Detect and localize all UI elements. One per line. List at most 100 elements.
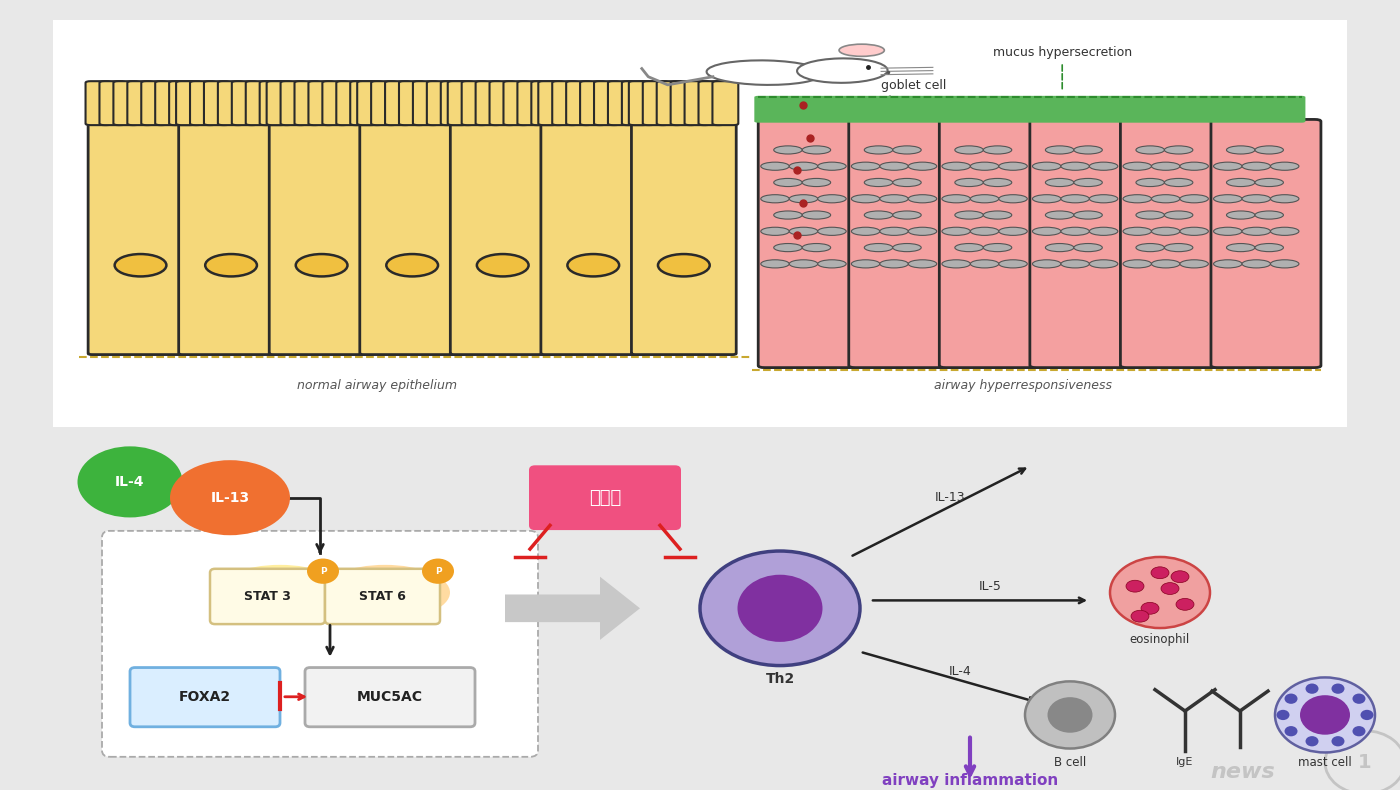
- FancyBboxPatch shape: [539, 81, 564, 125]
- Ellipse shape: [1180, 260, 1208, 268]
- Ellipse shape: [1165, 179, 1193, 186]
- Ellipse shape: [774, 146, 802, 154]
- FancyBboxPatch shape: [325, 569, 440, 624]
- Polygon shape: [505, 577, 640, 640]
- FancyBboxPatch shape: [848, 119, 959, 367]
- Text: P: P: [319, 566, 326, 576]
- Ellipse shape: [983, 243, 1012, 252]
- FancyBboxPatch shape: [657, 81, 683, 125]
- FancyBboxPatch shape: [322, 81, 349, 125]
- Text: airway hyperresponsiveness: airway hyperresponsiveness: [934, 379, 1113, 393]
- Ellipse shape: [970, 228, 998, 235]
- FancyBboxPatch shape: [141, 81, 167, 125]
- FancyBboxPatch shape: [99, 81, 126, 125]
- FancyBboxPatch shape: [371, 81, 398, 125]
- Circle shape: [1277, 709, 1289, 720]
- Ellipse shape: [206, 254, 258, 276]
- FancyBboxPatch shape: [685, 81, 710, 125]
- Ellipse shape: [1254, 146, 1284, 154]
- FancyBboxPatch shape: [413, 81, 438, 125]
- Ellipse shape: [970, 260, 998, 268]
- Ellipse shape: [1214, 228, 1242, 235]
- FancyBboxPatch shape: [169, 81, 195, 125]
- FancyBboxPatch shape: [113, 81, 139, 125]
- FancyBboxPatch shape: [218, 81, 244, 125]
- Ellipse shape: [839, 44, 885, 56]
- Ellipse shape: [1270, 228, 1299, 235]
- Ellipse shape: [1254, 179, 1284, 186]
- Ellipse shape: [1151, 162, 1180, 171]
- Ellipse shape: [1025, 681, 1114, 749]
- Ellipse shape: [1089, 162, 1117, 171]
- Ellipse shape: [942, 194, 970, 203]
- FancyBboxPatch shape: [85, 81, 112, 125]
- Ellipse shape: [1226, 211, 1254, 219]
- Ellipse shape: [1254, 243, 1284, 252]
- FancyBboxPatch shape: [1030, 119, 1140, 367]
- Ellipse shape: [1123, 228, 1151, 235]
- Ellipse shape: [386, 254, 438, 276]
- FancyBboxPatch shape: [629, 81, 655, 125]
- FancyBboxPatch shape: [204, 81, 230, 125]
- FancyBboxPatch shape: [232, 81, 258, 125]
- Ellipse shape: [700, 551, 860, 665]
- Circle shape: [1331, 736, 1344, 747]
- Ellipse shape: [955, 146, 983, 154]
- FancyBboxPatch shape: [210, 569, 325, 624]
- Ellipse shape: [790, 162, 818, 171]
- Ellipse shape: [909, 194, 937, 203]
- FancyBboxPatch shape: [608, 81, 634, 125]
- FancyBboxPatch shape: [713, 81, 738, 125]
- Ellipse shape: [1270, 194, 1299, 203]
- Ellipse shape: [1270, 162, 1299, 171]
- FancyBboxPatch shape: [280, 81, 307, 125]
- Ellipse shape: [1061, 260, 1089, 268]
- FancyBboxPatch shape: [566, 81, 592, 125]
- Ellipse shape: [818, 194, 846, 203]
- FancyBboxPatch shape: [127, 81, 153, 125]
- Ellipse shape: [909, 228, 937, 235]
- FancyBboxPatch shape: [336, 81, 363, 125]
- Ellipse shape: [1046, 211, 1074, 219]
- Ellipse shape: [707, 60, 823, 85]
- Ellipse shape: [774, 211, 802, 219]
- Ellipse shape: [998, 162, 1028, 171]
- Ellipse shape: [1046, 179, 1074, 186]
- Text: news: news: [1210, 762, 1275, 782]
- Ellipse shape: [970, 162, 998, 171]
- Ellipse shape: [790, 194, 818, 203]
- Ellipse shape: [942, 228, 970, 235]
- Ellipse shape: [1254, 211, 1284, 219]
- Ellipse shape: [797, 58, 888, 83]
- Circle shape: [307, 559, 339, 584]
- Ellipse shape: [909, 162, 937, 171]
- Circle shape: [421, 559, 454, 584]
- Ellipse shape: [998, 260, 1028, 268]
- FancyBboxPatch shape: [451, 120, 556, 355]
- Ellipse shape: [1180, 162, 1208, 171]
- Ellipse shape: [909, 260, 937, 268]
- Ellipse shape: [879, 260, 909, 268]
- Ellipse shape: [1214, 260, 1242, 268]
- Ellipse shape: [1110, 557, 1210, 628]
- FancyBboxPatch shape: [350, 81, 377, 125]
- Ellipse shape: [1214, 194, 1242, 203]
- FancyBboxPatch shape: [308, 81, 335, 125]
- Ellipse shape: [1165, 243, 1193, 252]
- Text: 1: 1: [1358, 753, 1372, 772]
- Ellipse shape: [1275, 678, 1375, 752]
- Ellipse shape: [864, 146, 893, 154]
- FancyBboxPatch shape: [631, 120, 736, 355]
- Ellipse shape: [477, 254, 529, 276]
- Ellipse shape: [1226, 179, 1254, 186]
- Text: goblet cell: goblet cell: [826, 79, 946, 124]
- Circle shape: [1285, 694, 1298, 704]
- FancyBboxPatch shape: [529, 465, 680, 530]
- Text: IL-4: IL-4: [115, 475, 144, 489]
- Text: Th2: Th2: [766, 672, 795, 687]
- Ellipse shape: [1170, 570, 1189, 583]
- Ellipse shape: [1165, 211, 1193, 219]
- Text: IgE: IgE: [1176, 758, 1194, 767]
- Ellipse shape: [1242, 194, 1270, 203]
- FancyBboxPatch shape: [427, 81, 452, 125]
